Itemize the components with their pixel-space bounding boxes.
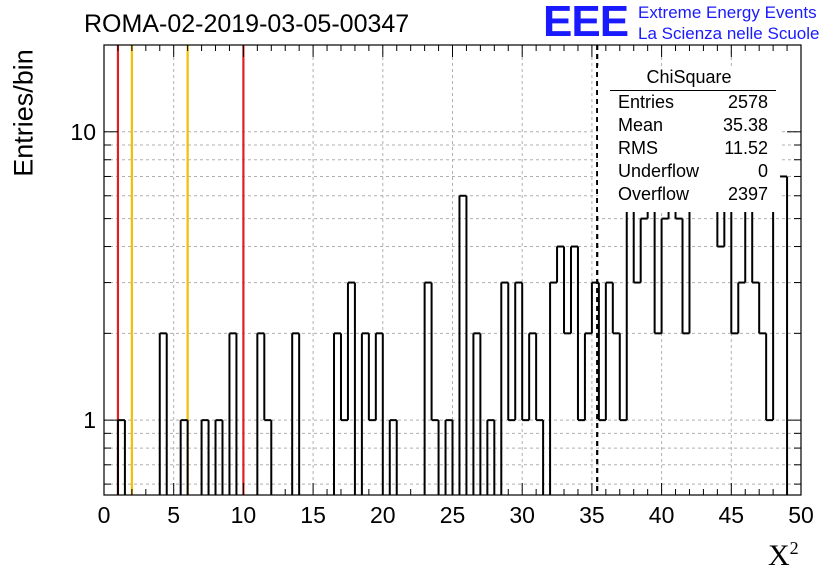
x-tick-label: 40 (649, 502, 675, 528)
stats-row-entries: Entries 2578 (618, 92, 768, 114)
stats-value: 2397 (727, 184, 768, 204)
x-tick-label: 25 (440, 502, 466, 528)
stats-label: Overflow (618, 184, 690, 204)
logo-line-2: La Scienza nelle Scuole (638, 24, 820, 43)
x-axis-label-sup: 2 (789, 538, 799, 558)
x-tick-label: 50 (788, 502, 814, 528)
stats-row-mean: Mean 35.38 (618, 115, 768, 137)
y-tick-label: 1 (83, 407, 96, 433)
stats-label: Entries (618, 92, 675, 112)
x-tick-label: 10 (231, 502, 257, 528)
x-axis-label-base: X (768, 539, 790, 572)
x-tick-label: 20 (370, 502, 396, 528)
run-title: ROMA-02-2019-03-05-00347 (84, 10, 410, 38)
logo-mark: EEE (543, 0, 629, 46)
stats-label: Underflow (618, 161, 700, 181)
axis-layer (103, 44, 802, 496)
x-tick-label: 5 (167, 502, 180, 528)
tick-labels: 0 5 10 15 20 25 30 35 40 45 50 1 10 (70, 119, 813, 528)
stats-value: 2578 (727, 92, 768, 112)
y-axis-label: Entries/bin (8, 49, 39, 177)
stats-label: Mean (618, 115, 664, 135)
stats-box: ChiSquare Entries 2578 Mean 35.38 RMS 11… (598, 66, 780, 212)
stats-row-rms: RMS 11.52 (618, 138, 768, 160)
stats-label: RMS (618, 138, 658, 158)
x-tick-label: 45 (719, 502, 745, 528)
reference-lines (116, 45, 599, 495)
logo-line-1: Extreme Energy Events (638, 3, 817, 22)
x-tick-label: 35 (579, 502, 605, 528)
x-tick-label: 0 (98, 502, 111, 528)
stats-divider (610, 90, 776, 91)
stats-value: 35.38 (722, 115, 768, 135)
x-tick-label: 15 (300, 502, 326, 528)
stats-value: 0 (757, 161, 768, 181)
x-tick-label: 30 (509, 502, 535, 528)
y-axis-label-wrap: Entries/bin (4, 48, 44, 178)
y-tick-label: 10 (70, 119, 96, 145)
x-axis-label: X2 (768, 538, 799, 573)
stats-value: 11.52 (724, 138, 768, 158)
stats-row-overflow: Overflow 2397 (618, 184, 768, 206)
stats-row-underflow: Underflow 0 (618, 161, 768, 183)
stats-title: ChiSquare (646, 67, 732, 87)
